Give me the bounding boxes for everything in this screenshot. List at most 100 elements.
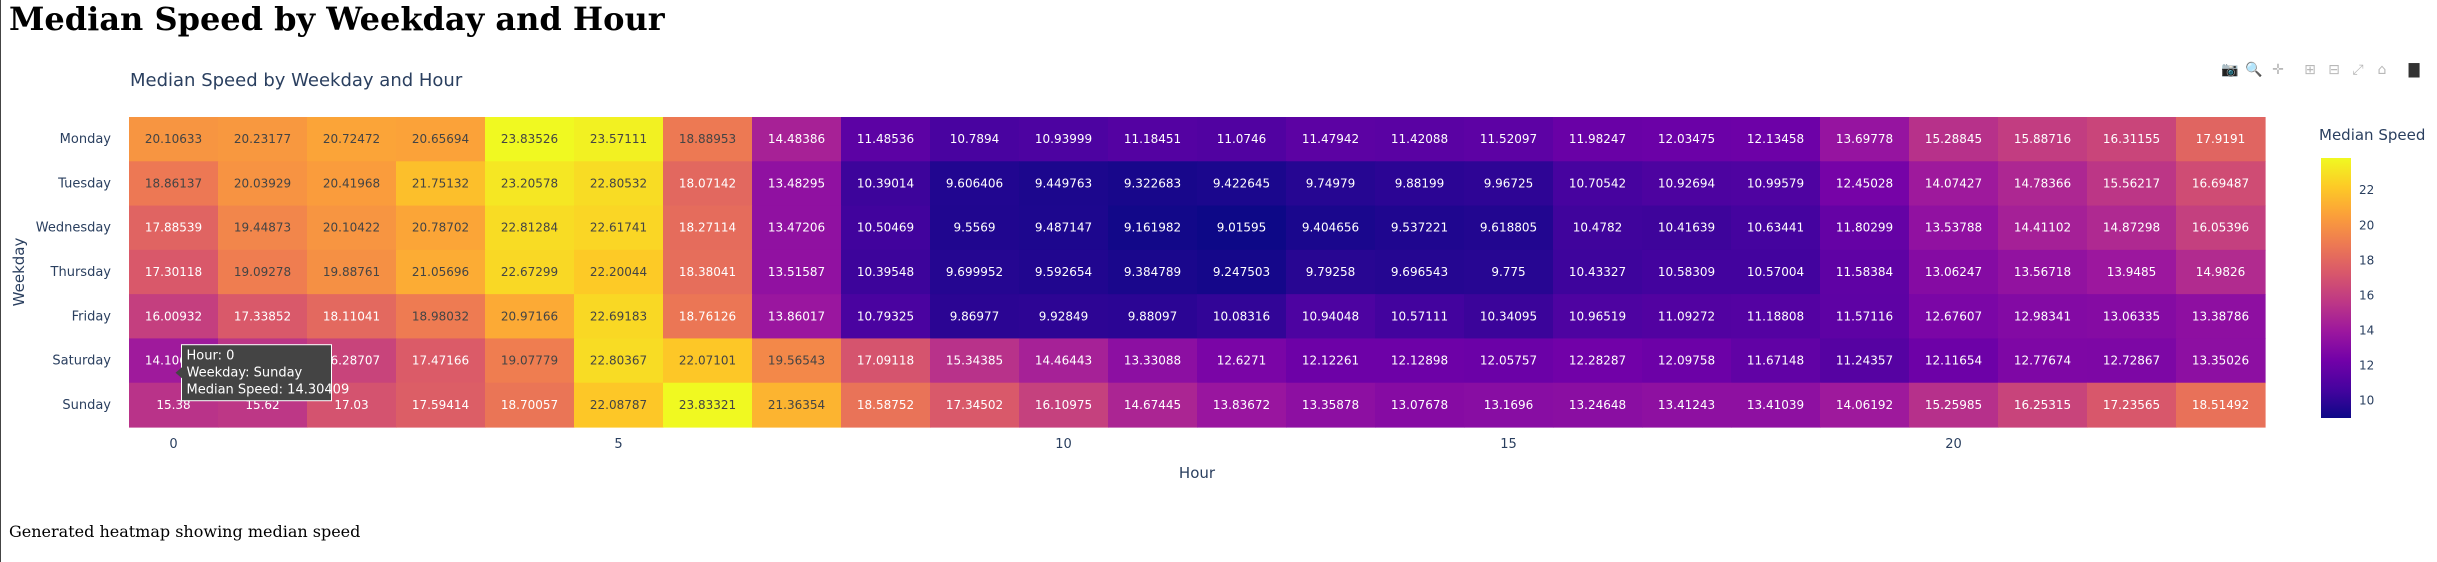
heatmap-cell: [1642, 117, 1732, 162]
heatmap-cell: [1909, 338, 1999, 384]
heatmap-cell: [2176, 382, 2266, 428]
cell-value-label: 22.67299: [501, 265, 558, 279]
cell-value-label: 13.56718: [2014, 265, 2071, 279]
cell-value-label: 11.0746: [1217, 132, 1267, 146]
cell-value-label: 13.33088: [1124, 354, 1181, 368]
cell-value-label: 13.51587: [768, 265, 825, 279]
hover-tooltip-line: Hour: 0: [187, 349, 235, 364]
heatmap-cell: [1019, 294, 1109, 340]
cell-value-label: 22.80532: [590, 176, 647, 190]
heatmap-cell: [1820, 205, 1910, 251]
heatmap-cell: [841, 382, 931, 428]
cell-value-label: 12.09758: [1658, 354, 1715, 368]
colorbar-tick-label: 16: [2359, 288, 2374, 302]
cell-value-label: 13.86017: [768, 309, 825, 323]
cell-value-label: 16.10975: [1035, 398, 1092, 412]
cell-value-label: 10.43327: [1569, 265, 1626, 279]
heatmap-cell: [1642, 161, 1732, 207]
cell-value-label: 10.34095: [1480, 309, 1537, 323]
cell-value-label: 18.11041: [323, 309, 380, 323]
cell-value-label: 15.88716: [2014, 132, 2071, 146]
reset-axes-icon[interactable]: ⌂: [2377, 62, 2387, 78]
cell-value-label: 18.88953: [679, 132, 736, 146]
pan-icon[interactable]: ✛: [2272, 62, 2284, 78]
heatmap-cell: [1197, 205, 1287, 251]
cell-value-label: 22.08787: [590, 398, 647, 412]
cell-value-label: 17.33852: [234, 309, 291, 323]
heatmap-cell: [1909, 161, 1999, 207]
colorbar-tick-label: 14: [2359, 324, 2374, 338]
heatmap-cell: [396, 117, 486, 162]
heatmap-cell: [2176, 294, 2266, 340]
cell-value-label: 10.57004: [1747, 265, 1804, 279]
cell-value-label: 21.05696: [412, 265, 469, 279]
heatmap-cell: [1731, 338, 1821, 384]
heatmap-cell: [218, 117, 308, 162]
heatmap-cell: [663, 249, 753, 295]
zoom-in-icon[interactable]: ⊞: [2304, 62, 2316, 78]
heatmap-cell: [1731, 249, 1821, 295]
heatmap-cell: [1909, 382, 1999, 428]
heatmap-cell: [307, 249, 397, 295]
heatmap-cell: [930, 205, 1020, 251]
heatmap-cell: [1820, 161, 1910, 207]
cell-value-label: 22.80367: [590, 354, 647, 368]
autoscale-icon[interactable]: ⤢: [2352, 62, 2364, 78]
plotly-logo-icon[interactable]: ▇: [2408, 62, 2420, 78]
heatmap-cell: [396, 161, 486, 207]
heatmap-cell: [1286, 382, 1376, 428]
cell-value-label: 10.94048: [1302, 309, 1359, 323]
heatmap-cell: [1464, 161, 1554, 207]
heatmap-cell: [1998, 338, 2088, 384]
heatmap-cell: [574, 294, 664, 340]
cell-value-label: 14.67445: [1124, 398, 1181, 412]
heatmap-cell: [307, 161, 397, 207]
heatmap-cell: [1019, 205, 1109, 251]
heatmap-cell: [1820, 294, 1910, 340]
cell-value-label: 18.58752: [857, 398, 914, 412]
heatmap-cell: [218, 249, 308, 295]
heatmap-cell: [2087, 338, 2177, 384]
cell-value-label: 20.03929: [234, 176, 291, 190]
heatmap-cell: [307, 205, 397, 251]
camera-icon[interactable]: 📷: [2221, 62, 2239, 78]
cell-value-label: 10.50469: [857, 221, 914, 235]
y-axis-title: Weekday: [10, 238, 28, 307]
heatmap-cell: [1197, 161, 1287, 207]
cell-value-label: 9.618805: [1480, 221, 1537, 235]
cell-value-label: 19.07779: [501, 354, 558, 368]
heatmap-cell: [1464, 249, 1554, 295]
heatmap-cell: [752, 205, 842, 251]
cell-value-label: 10.79325: [857, 309, 914, 323]
cell-value-label: 20.10633: [145, 132, 202, 146]
heatmap-cell: [1553, 382, 1643, 428]
heatmap-cell: [663, 161, 753, 207]
zoom-out-icon[interactable]: ⊟: [2328, 62, 2340, 78]
heatmap-cell: [1731, 205, 1821, 251]
heatmap-cell: [218, 205, 308, 251]
zoom-icon[interactable]: 🔍: [2245, 62, 2263, 78]
cell-value-label: 13.53788: [1925, 221, 1982, 235]
cell-value-label: 17.34502: [946, 398, 1003, 412]
page-left-rule: [0, 0, 1, 562]
cell-value-label: 13.41243: [1658, 398, 1715, 412]
cell-value-label: 14.41102: [2014, 221, 2071, 235]
colorbar-title: Median Speed: [2319, 126, 2425, 144]
heatmap-cell: [2087, 117, 2177, 162]
x-tick-label: 5: [614, 437, 622, 452]
colorbar-tick-label: 18: [2359, 253, 2374, 267]
y-tick-label: Thursday: [50, 265, 112, 280]
cell-value-label: 13.9485: [2107, 265, 2157, 279]
heatmap-cell: [1197, 249, 1287, 295]
heatmap-cell: [1998, 382, 2088, 428]
heatmap-cell: [1553, 294, 1643, 340]
heatmap-cell: [1197, 117, 1287, 162]
heatmap-cell: [129, 161, 219, 207]
cell-value-label: 12.77674: [2014, 354, 2071, 368]
heatmap-cell: [129, 249, 219, 295]
heatmap-cell: [396, 294, 486, 340]
heatmap-cell: [2176, 205, 2266, 251]
heatmap-cell: [1464, 382, 1554, 428]
cell-value-label: 9.384789: [1124, 265, 1181, 279]
